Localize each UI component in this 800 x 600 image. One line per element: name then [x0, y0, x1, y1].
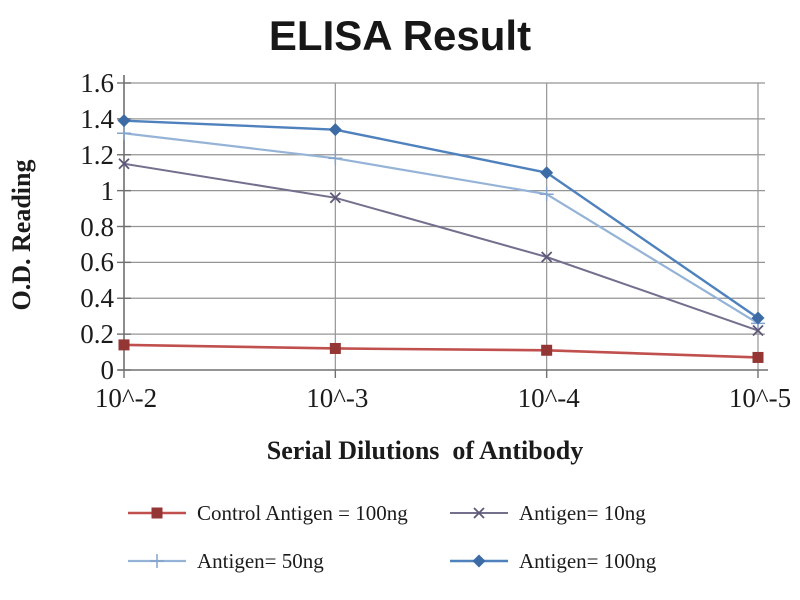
legend-item: Antigen= 10ng — [450, 498, 646, 528]
square-marker-icon — [151, 507, 163, 519]
series-line — [123, 132, 759, 325]
legend-label: Antigen= 10ng — [519, 500, 646, 525]
diamond-marker-icon — [751, 311, 765, 325]
series-line — [123, 343, 759, 359]
series-square — [118, 339, 764, 363]
square-marker-icon — [329, 342, 341, 354]
legend-item: Antigen= 100ng — [450, 546, 656, 576]
y-tick-label: 0.8 — [80, 211, 114, 242]
y-tick-label: 1 — [100, 175, 115, 206]
legend-item: Antigen= 50ng — [128, 546, 324, 576]
legend-item: Control Antigen = 100ng — [128, 498, 408, 528]
x-tick-label: 10^-2 — [94, 383, 158, 413]
y-tick-label: 0.4 — [80, 283, 114, 314]
x-marker-icon — [473, 507, 485, 519]
diamond-marker-icon — [472, 554, 486, 568]
square-marker-icon — [752, 351, 764, 363]
series-line — [123, 162, 759, 332]
diamond-marker-icon — [328, 123, 342, 137]
square-marker-icon — [541, 344, 553, 356]
y-tick-label: 0.2 — [80, 319, 114, 350]
y-tick-label: 1.6 — [80, 68, 114, 98]
square-marker-icon — [118, 339, 130, 351]
x-tick-label: 10^-3 — [306, 383, 369, 413]
legend-key-diamond-icon — [450, 554, 508, 568]
series-line — [123, 119, 759, 319]
legend-label: Antigen= 50ng — [197, 548, 324, 573]
x-marker-icon — [752, 324, 764, 337]
legend-key-plus-icon — [128, 554, 186, 568]
y-tick-label: 0 — [100, 355, 115, 385]
diamond-marker-icon — [540, 166, 554, 180]
y-tick-label: 0.6 — [80, 247, 114, 278]
x-tick-label: 10^-5 — [728, 383, 792, 413]
legend-key-x-icon — [450, 507, 508, 519]
diamond-marker-icon — [117, 114, 131, 128]
x-tick-label: 10^-4 — [517, 383, 580, 413]
legend-label: Antigen= 100ng — [519, 548, 657, 573]
legend-label: Control Antigen = 100ng — [197, 500, 408, 525]
y-tick-label: 1.4 — [80, 103, 114, 134]
y-tick-label: 1.2 — [80, 139, 114, 170]
series-diamond — [117, 114, 765, 325]
legend-key-square-icon — [128, 507, 186, 519]
chart-title: ELISA Result — [268, 12, 532, 59]
x-axis-title: Serial Dilutions of Antibody — [266, 436, 584, 465]
x-marker-icon — [329, 192, 341, 204]
series-x — [118, 158, 764, 337]
x-marker-icon — [118, 158, 130, 170]
x-marker-icon — [541, 251, 553, 263]
